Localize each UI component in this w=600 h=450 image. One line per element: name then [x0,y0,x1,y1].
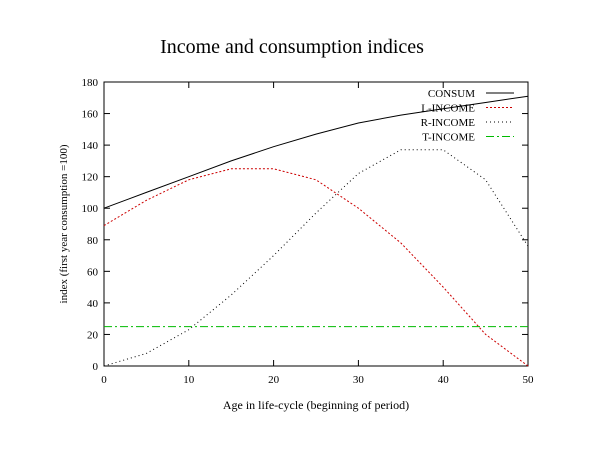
x-tick-label: 30 [353,374,365,386]
x-tick-label: 0 [101,374,107,386]
y-tick-label: 160 [82,109,99,121]
y-tick-label: 100 [82,203,99,215]
x-axis-label: Age in life-cycle (beginning of period) [223,398,409,412]
y-tick-label: 80 [87,235,99,247]
x-tick-label: 40 [438,374,450,386]
legend: CONSUM L-INCOME R-INCOME T-INCOME [421,88,514,144]
legend-label: T-INCOME [422,132,475,144]
legend-label: L-INCOME [421,103,475,115]
y-tick-label: 40 [87,298,99,310]
series-line-r-income [103,149,529,367]
series-line-l-income [103,168,529,367]
y-axis-label: index (first year consumption =100) [58,144,70,303]
legend-label: R-INCOME [421,117,476,129]
x-tick-label: 10 [183,374,195,386]
y-axis: 0 20 40 60 80 100 120 140 160 180 [82,77,528,373]
y-tick-label: 0 [93,361,99,373]
x-tick-label: 50 [523,374,535,386]
series-layer [103,95,529,367]
y-tick-label: 140 [82,140,99,152]
legend-label: CONSUM [428,88,475,100]
x-axis: 0 10 20 30 40 50 [101,82,534,386]
y-tick-label: 180 [82,77,99,89]
y-tick-label: 120 [82,172,99,184]
y-tick-label: 60 [87,266,99,278]
series-line-consum [103,95,529,209]
x-tick-label: 20 [268,374,280,386]
chart-title: Income and consumption indices [160,36,424,58]
y-tick-label: 20 [87,329,99,341]
plot-frame [103,81,529,367]
